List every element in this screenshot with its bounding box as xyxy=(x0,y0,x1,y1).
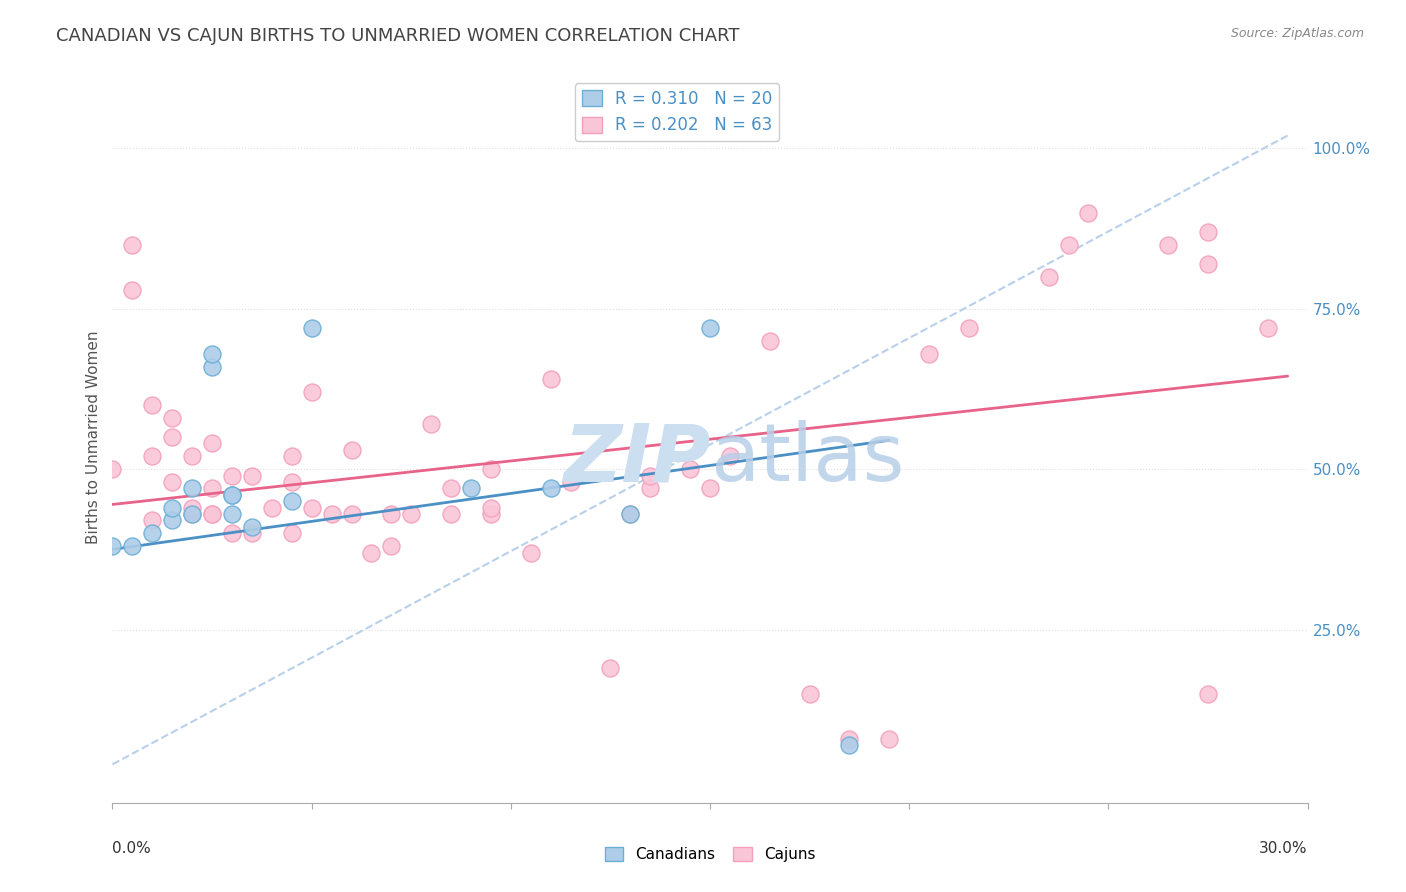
Point xyxy=(201,482,224,496)
Point xyxy=(121,237,143,252)
Point xyxy=(201,507,224,521)
Point xyxy=(162,430,183,444)
Point xyxy=(181,500,204,515)
Point xyxy=(221,468,243,483)
Point xyxy=(201,346,224,360)
Point xyxy=(301,385,323,400)
Text: Source: ZipAtlas.com: Source: ZipAtlas.com xyxy=(1230,27,1364,40)
Point xyxy=(1157,237,1180,252)
Point xyxy=(718,450,741,464)
Point xyxy=(201,359,224,374)
Point xyxy=(221,526,243,541)
Point xyxy=(1197,257,1219,271)
Point xyxy=(360,545,382,559)
Point xyxy=(281,526,304,541)
Point xyxy=(281,494,304,508)
Text: atlas: atlas xyxy=(710,420,904,498)
Point xyxy=(640,482,662,496)
Point xyxy=(599,661,621,675)
Point xyxy=(799,687,821,701)
Point xyxy=(460,482,482,496)
Point xyxy=(240,468,263,483)
Point xyxy=(759,334,782,348)
Point xyxy=(162,500,183,515)
Point xyxy=(301,321,323,335)
Point xyxy=(380,539,402,553)
Point xyxy=(101,539,124,553)
Point xyxy=(281,450,304,464)
Point xyxy=(121,539,143,553)
Point xyxy=(540,372,562,386)
Point xyxy=(181,507,204,521)
Point xyxy=(181,482,204,496)
Text: 0.0%: 0.0% xyxy=(112,841,152,856)
Point xyxy=(201,507,224,521)
Point xyxy=(879,731,901,746)
Point xyxy=(440,507,463,521)
Point xyxy=(520,545,543,559)
Text: 30.0%: 30.0% xyxy=(1260,841,1308,856)
Point xyxy=(640,468,662,483)
Point xyxy=(420,417,443,432)
Point xyxy=(957,321,980,335)
Point xyxy=(479,500,502,515)
Point xyxy=(141,514,163,528)
Point xyxy=(301,500,323,515)
Point xyxy=(699,321,721,335)
Point xyxy=(838,731,860,746)
Point xyxy=(540,482,562,496)
Point xyxy=(380,507,402,521)
Y-axis label: Births to Unmarried Women: Births to Unmarried Women xyxy=(86,330,101,544)
Point xyxy=(221,488,243,502)
Point xyxy=(401,507,423,521)
Point xyxy=(340,442,363,457)
Point xyxy=(918,346,941,360)
Point xyxy=(479,462,502,476)
Point xyxy=(181,507,204,521)
Text: CANADIAN VS CAJUN BIRTHS TO UNMARRIED WOMEN CORRELATION CHART: CANADIAN VS CAJUN BIRTHS TO UNMARRIED WO… xyxy=(56,27,740,45)
Point xyxy=(201,436,224,450)
Point xyxy=(221,488,243,502)
Point xyxy=(240,526,263,541)
Legend: R = 0.310   N = 20, R = 0.202   N = 63: R = 0.310 N = 20, R = 0.202 N = 63 xyxy=(575,83,779,141)
Point xyxy=(260,500,283,515)
Point xyxy=(1197,687,1219,701)
Point xyxy=(101,462,124,476)
Point xyxy=(162,410,183,425)
Point xyxy=(181,450,204,464)
Point xyxy=(479,507,502,521)
Point xyxy=(440,482,463,496)
Point xyxy=(679,462,702,476)
Point xyxy=(141,450,163,464)
Point xyxy=(340,507,363,521)
Point xyxy=(141,526,163,541)
Point xyxy=(560,475,582,489)
Point xyxy=(619,507,641,521)
Point xyxy=(1257,321,1279,335)
Point xyxy=(1057,237,1080,252)
Point xyxy=(619,507,641,521)
Point xyxy=(141,398,163,412)
Point xyxy=(1077,205,1099,219)
Point xyxy=(699,482,721,496)
Point xyxy=(162,514,183,528)
Point xyxy=(1038,269,1060,284)
Point xyxy=(162,475,183,489)
Point xyxy=(240,520,263,534)
Point xyxy=(221,507,243,521)
Point xyxy=(1197,225,1219,239)
Point xyxy=(281,475,304,489)
Text: ZIP: ZIP xyxy=(562,420,710,498)
Point xyxy=(838,738,860,752)
Point xyxy=(321,507,343,521)
Point xyxy=(121,283,143,297)
